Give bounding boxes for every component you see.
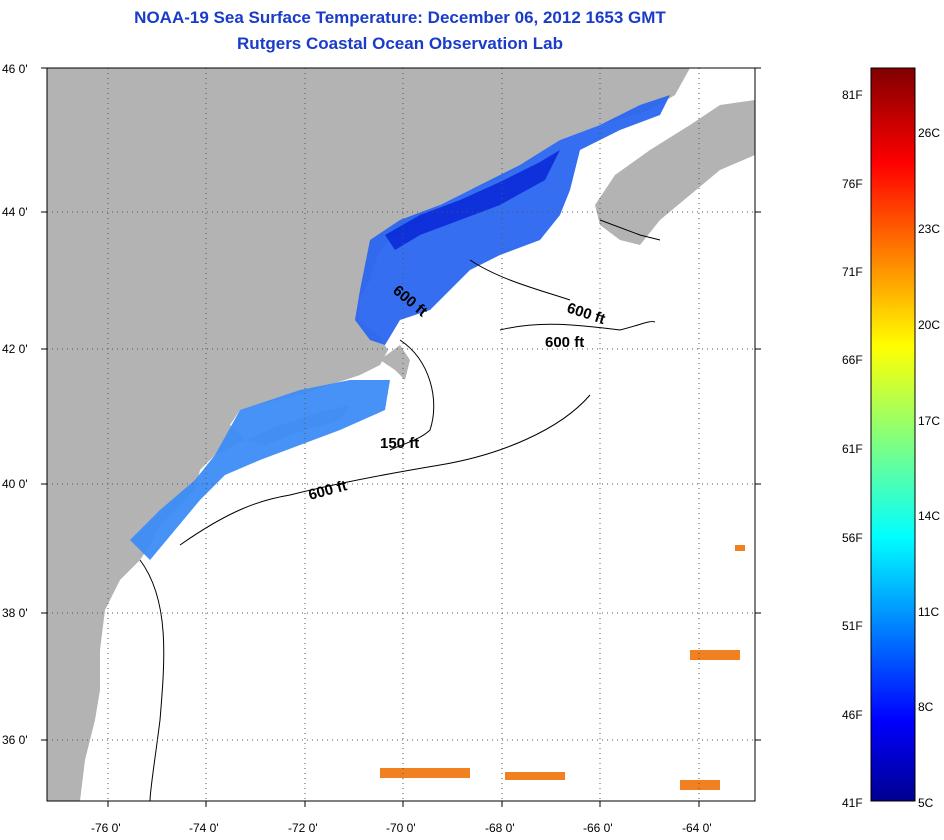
land-nova-scotia [595, 100, 755, 245]
colorbar-c-label: 17C [918, 414, 940, 428]
sst-warm-patches [380, 545, 745, 790]
colorbar-c-label: 26C [918, 126, 940, 140]
colorbar-c-label: 8C [918, 700, 934, 714]
lon-label: -66 0' [583, 821, 613, 835]
lat-label: 36 0' [2, 733, 28, 747]
colorbar-f-label: 81F [842, 88, 863, 102]
map-title: NOAA-19 Sea Surface Temperature: Decembe… [134, 8, 666, 27]
colorbar-c-label: 5C [918, 796, 934, 810]
colorbar-f-label: 66F [842, 353, 863, 367]
lon-label: -64 0' [682, 821, 712, 835]
map-subtitle: Rutgers Coastal Ocean Observation Lab [237, 34, 563, 53]
colorbar-f-label: 61F [842, 442, 863, 456]
sst-shelf-gulf-of-maine [355, 95, 670, 345]
bathymetry-contours [139, 219, 661, 801]
lat-label: 44 0' [2, 205, 28, 219]
colorbar-f-label: 56F [842, 531, 863, 545]
lon-label: -70 0' [386, 821, 416, 835]
land-mainland [47, 68, 690, 801]
lon-label: -76 0' [91, 821, 121, 835]
lat-label: 46 0' [2, 62, 28, 76]
sst-deep-blue-coast [385, 150, 560, 250]
colorbar-f-label: 51F [842, 619, 863, 633]
map-border [46, 67, 756, 802]
colorbar-f-label: 46F [842, 708, 863, 722]
lat-lon-grid [47, 68, 755, 801]
colorbar-f-label: 71F [842, 265, 863, 279]
lon-label: -74 0' [189, 821, 219, 835]
lat-label: 38 0' [2, 606, 28, 620]
lon-label: -68 0' [485, 821, 515, 835]
lat-label: 40 0' [2, 477, 28, 491]
colorbar-c-label: 11C [918, 605, 939, 619]
contour-label-600ft-georges: 600 ft [545, 334, 584, 351]
colorbar-f-label: 41F [842, 796, 863, 810]
colorbar-c-label: 20C [918, 318, 940, 332]
lat-label: 42 0' [2, 342, 28, 356]
contour-label-150ft: 150 ft [380, 435, 419, 452]
colorbar-c-label: 14C [918, 509, 940, 523]
temperature-colorbar [870, 67, 916, 802]
lon-label: -72 0' [288, 821, 318, 835]
colorbar-f-label: 76F [842, 177, 863, 191]
axis-ticks [41, 67, 761, 807]
map-area [47, 68, 755, 801]
colorbar-c-label: 23C [918, 222, 940, 236]
sst-shelf-southern-ne [130, 380, 390, 560]
